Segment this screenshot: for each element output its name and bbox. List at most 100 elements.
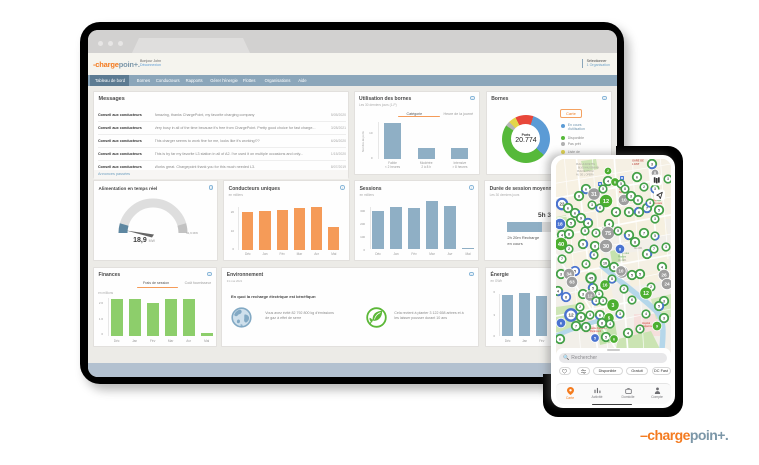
svg-text:Plantes: Plantes: [618, 255, 627, 258]
svg-text:6: 6: [646, 252, 648, 256]
svg-text:St-Louis: St-Louis: [653, 202, 663, 205]
svg-text:9: 9: [656, 324, 659, 329]
svg-text:5: 5: [639, 272, 641, 276]
svg-text:5: 5: [574, 269, 576, 273]
svg-text:22: 22: [560, 202, 565, 207]
svg-text:RUE DE RIVOLI: RUE DE RIVOLI: [577, 171, 594, 173]
svg-text:4: 4: [585, 262, 587, 266]
svg-text:4: 4: [649, 201, 651, 205]
svg-text:24: 24: [664, 282, 670, 288]
svg-text:3: 3: [651, 162, 653, 166]
svg-text:5: 5: [617, 229, 619, 233]
svg-text:3: 3: [560, 272, 562, 276]
svg-text:6: 6: [631, 298, 633, 302]
svg-text:2: 2: [650, 285, 652, 289]
svg-text:8: 8: [654, 171, 656, 175]
svg-text:8: 8: [611, 277, 613, 281]
svg-text:12: 12: [588, 294, 593, 299]
svg-text:26: 26: [661, 273, 667, 279]
svg-text:2: 2: [579, 305, 581, 309]
svg-text:3: 3: [667, 177, 669, 181]
svg-text:Parincard: Parincard: [590, 330, 602, 333]
svg-text:4: 4: [561, 233, 563, 237]
svg-text:10: 10: [603, 261, 607, 265]
svg-text:6: 6: [559, 337, 561, 341]
svg-text:GARE DE: GARE DE: [632, 159, 644, 163]
svg-text:34: 34: [566, 272, 572, 278]
svg-text:8: 8: [601, 321, 603, 325]
svg-text:RUE LA FAYETTE: RUE LA FAYETTE: [576, 163, 595, 166]
svg-text:6: 6: [614, 180, 616, 184]
svg-text:BLVD HAUSSMANN: BLVD HAUSSMANN: [578, 167, 599, 170]
svg-text:3: 3: [595, 299, 597, 303]
svg-text:2: 2: [643, 185, 645, 189]
svg-text:5: 5: [584, 229, 586, 233]
svg-text:AV. DE L OPERA: AV. DE L OPERA: [576, 174, 594, 177]
svg-text:1: 1: [598, 292, 600, 296]
svg-text:6: 6: [567, 206, 569, 210]
svg-text:8: 8: [585, 325, 587, 329]
svg-text:10: 10: [621, 198, 627, 204]
svg-text:6: 6: [628, 210, 630, 214]
svg-text:2: 2: [568, 247, 570, 251]
svg-text:6: 6: [593, 253, 595, 257]
svg-text:6: 6: [560, 321, 563, 326]
svg-text:6: 6: [638, 210, 640, 214]
svg-text:8: 8: [580, 315, 582, 319]
svg-text:3: 3: [665, 245, 667, 249]
svg-text:75: 75: [605, 231, 611, 237]
svg-text:5: 5: [658, 208, 660, 212]
svg-text:L EST: L EST: [632, 162, 640, 166]
svg-text:6: 6: [599, 206, 601, 210]
svg-text:2: 2: [623, 287, 625, 291]
svg-text:3: 3: [663, 299, 665, 303]
svg-text:3: 3: [639, 327, 641, 331]
svg-text:5: 5: [570, 221, 572, 225]
svg-text:3: 3: [663, 316, 665, 320]
svg-text:3: 3: [630, 194, 632, 198]
svg-text:63: 63: [569, 280, 575, 286]
svg-text:5: 5: [605, 335, 607, 339]
svg-text:5: 5: [658, 304, 660, 308]
svg-text:7: 7: [646, 206, 648, 210]
svg-text:Sante Centre +: Sante Centre +: [590, 327, 607, 330]
svg-text:3: 3: [612, 303, 615, 309]
svg-text:6: 6: [599, 313, 601, 317]
svg-text:3: 3: [602, 299, 604, 303]
svg-text:31: 31: [591, 192, 597, 198]
svg-text:7: 7: [653, 247, 655, 251]
svg-text:9: 9: [628, 233, 630, 237]
svg-text:4: 4: [557, 289, 559, 293]
svg-text:5: 5: [594, 336, 596, 340]
svg-text:4: 4: [608, 222, 610, 226]
svg-text:12: 12: [643, 291, 649, 297]
svg-text:6: 6: [636, 175, 638, 179]
svg-text:5: 5: [631, 273, 633, 277]
svg-text:4: 4: [587, 221, 589, 225]
svg-text:4: 4: [615, 210, 617, 214]
svg-text:2E ARR.: 2E ARR.: [618, 259, 627, 262]
svg-text:Jardin des: Jardin des: [618, 252, 630, 255]
svg-text:6: 6: [585, 187, 587, 191]
svg-text:3: 3: [591, 203, 593, 207]
svg-text:8: 8: [578, 194, 580, 198]
svg-text:4: 4: [609, 322, 611, 326]
svg-text:Salpetriere: Salpetriere: [642, 325, 655, 328]
svg-text:8: 8: [594, 244, 596, 248]
svg-text:6: 6: [637, 198, 639, 202]
svg-text:3: 3: [582, 292, 584, 296]
svg-text:Nord: Nord: [619, 191, 625, 194]
svg-text:8: 8: [568, 232, 570, 236]
svg-text:12: 12: [603, 199, 609, 205]
svg-text:8: 8: [619, 247, 622, 252]
svg-text:30: 30: [603, 244, 609, 250]
svg-text:8: 8: [624, 187, 626, 191]
svg-text:8: 8: [634, 240, 636, 244]
svg-text:4: 4: [627, 331, 629, 335]
svg-text:4: 4: [661, 265, 663, 269]
svg-text:45: 45: [589, 276, 594, 281]
svg-text:M: M: [599, 182, 602, 186]
svg-text:5: 5: [654, 234, 656, 238]
svg-text:M: M: [621, 176, 624, 180]
svg-text:5: 5: [602, 187, 604, 191]
